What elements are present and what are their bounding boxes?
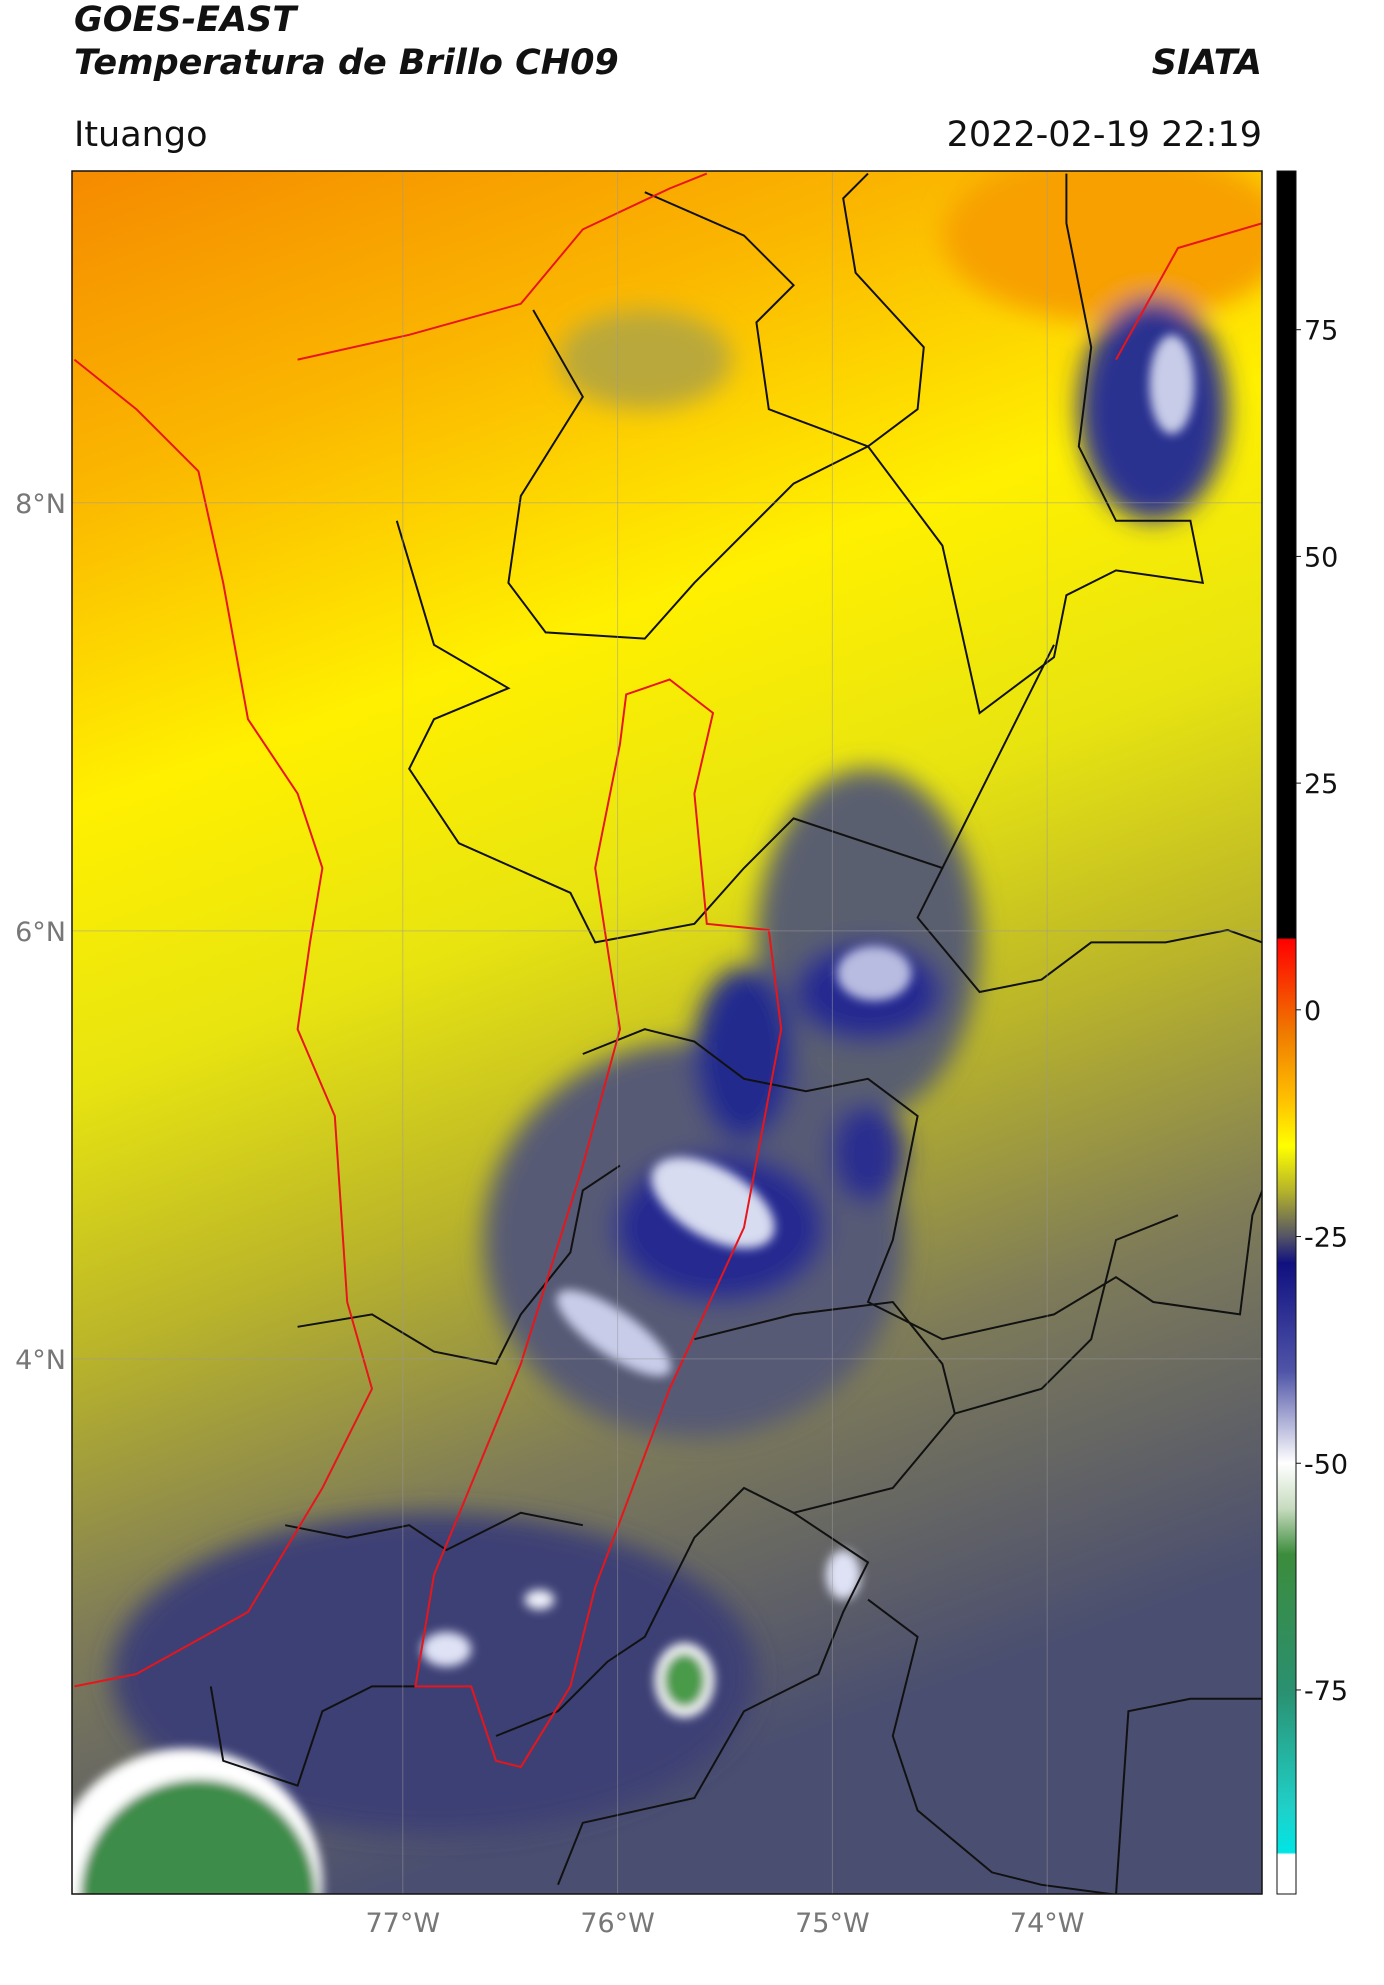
colorbar-tick-label: -25 (1304, 1223, 1348, 1254)
y-tick-label: 4°N (15, 1345, 66, 1376)
map-frame (71, 170, 1263, 1895)
x-tick-label: 74°W (1010, 1908, 1085, 1939)
title: GOES-EAST (74, 0, 299, 40)
x-tick-label: 76°W (580, 1908, 655, 1939)
colorbar-tick-label: 50 (1304, 542, 1338, 573)
x-tick-label: 75°W (795, 1908, 870, 1939)
subtitle: Temperatura de Brillo CH09 (74, 43, 619, 83)
x-tick-label: 77°W (366, 1908, 441, 1939)
map (72, 171, 1262, 1894)
colorbar-tick-label: 25 (1304, 769, 1338, 800)
clouds (72, 171, 1262, 1894)
grid (72, 171, 1262, 1894)
colorbar-tick-label: -50 (1304, 1449, 1348, 1480)
brand: SIATA (1152, 43, 1262, 83)
colorbar-tick-label: 0 (1304, 996, 1321, 1027)
labels: 77°W 76°W 75°W 74°W 8°N 6°N 4°N 75 50 25 0 -25 -50 -7… (15, 316, 1348, 1939)
y-tick-label: 8°N (15, 489, 66, 520)
y-tick-label: 6°N (15, 917, 66, 948)
datetime: 2022-02-19 22:19 (947, 115, 1262, 155)
colorbar (1276, 170, 1297, 1895)
location: Ituango (74, 115, 208, 155)
colorbar-tick-label: 75 (1304, 316, 1338, 347)
colorbar-tick-label: -75 (1304, 1676, 1348, 1707)
